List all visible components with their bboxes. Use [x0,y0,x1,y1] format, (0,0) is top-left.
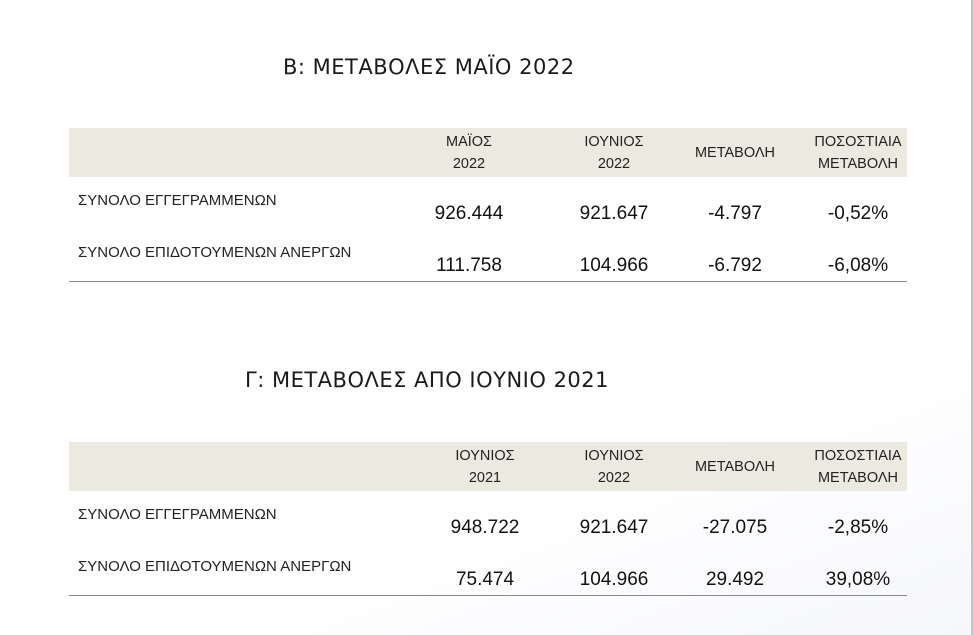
row-label: ΣΥΝΟΛΟ ΕΓΓΕΓΡΑΜΜΕΝΩΝ [78,506,277,523]
row-label: ΣΥΝΟΛΟ ΕΠΙΔΟΤΟΥΜΕΝΩΝ ΑΝΕΡΓΩΝ [78,558,352,575]
page-edge [971,0,973,635]
header-col4: ΠΟΣΟΣΤΙΑΙΑ ΜΕΤΑΒΟΛΗ [799,128,917,177]
row-label: ΣΥΝΟΛΟ ΕΠΙΔΟΤΟΥΜΕΝΩΝ ΑΝΕΡΓΩΝ [78,244,352,261]
table-b: ΜΑΪΟΣ 2022 ΙΟΥΝΙΟΣ 2022 ΜΕΤΑΒΟΛΗ ΠΟΣΟΣΤΙΑΙ… [69,128,907,282]
cell-pct: 39,08% [825,569,891,590]
section-title-c: Γ: ΜΕΤΑΒΟΛΕΣ ΑΠΟ ΙΟΥΝΙΟ 2021 [245,368,610,392]
header-col2-line2: 2022 [597,469,631,486]
header-col4: ΠΟΣΟΣΤΙΑΙΑ ΜΕΤΑΒΟΛΗ [799,442,917,491]
cell-change: -4.797 [708,203,762,224]
cell-change: 29.492 [705,569,765,590]
header-col4-line2: ΜΕΤΑΒΟΛΗ [817,469,899,486]
table-row: ΣΥΝΟΛΟ ΕΓΓΕΓΡΑΜΜΕΝΩΝ 948.722 921.647 -27… [69,491,907,543]
header-col4-line1: ΠΟΣΟΣΤΙΑΙΑ [814,447,902,464]
header-col1: ΙΟΥΝΙΟΣ 2021 [415,442,555,491]
table-bottom-rule [69,595,907,596]
table-row: ΣΥΝΟΛΟ ΕΠΙΔΟΤΟΥΜΕΝΩΝ ΑΝΕΡΓΩΝ 75.474 104.… [69,543,907,595]
table-c: ΙΟΥΝΙΟΣ 2021 ΙΟΥΝΙΟΣ 2022 ΜΕΤΑΒΟΛΗ ΠΟΣΟΣΤΙ… [69,442,907,596]
row-label: ΣΥΝΟΛΟ ΕΓΓΕΓΡΑΜΜΕΝΩΝ [78,192,277,209]
header-col2-line1: ΙΟΥΝΙΟΣ [584,447,644,464]
header-col4-line2: ΜΕΤΑΒΟΛΗ [817,155,899,172]
cell-change: -6.792 [708,255,762,276]
section-title-b: Β: ΜΕΤΑΒΟΛΕΣ ΜΑΪΟ 2022 [283,55,575,79]
header-col2-line1: ΙΟΥΝΙΟΣ [584,133,644,150]
cell-pct: -0,52% [827,203,889,224]
header-col3: ΜΕΤΑΒΟΛΗ [665,442,805,491]
cell-change: -27.075 [702,517,768,538]
table-header: ΜΑΪΟΣ 2022 ΙΟΥΝΙΟΣ 2022 ΜΕΤΑΒΟΛΗ ΠΟΣΟΣΤΙΑΙ… [69,128,907,177]
header-col2: ΙΟΥΝΙΟΣ 2022 [544,442,684,491]
cell-value2: 104.966 [579,255,649,276]
cell-value1: 75.474 [455,569,515,590]
header-col2: ΙΟΥΝΙΟΣ 2022 [544,128,684,177]
header-col1-line1: ΙΟΥΝΙΟΣ [455,447,515,464]
header-col1-line1: ΜΑΪΟΣ [445,133,493,150]
header-col3: ΜΕΤΑΒΟΛΗ [665,128,805,177]
header-col1-line2: 2022 [452,155,486,172]
header-col3-line1: ΜΕΤΑΒΟΛΗ [694,458,776,475]
cell-value1: 926.444 [434,203,504,224]
cell-pct: -6,08% [827,255,889,276]
table-bottom-rule [69,281,907,282]
header-col1: ΜΑΪΟΣ 2022 [399,128,539,177]
cell-value2: 921.647 [579,203,649,224]
cell-value2: 104.966 [579,569,649,590]
header-col2-line2: 2022 [597,155,631,172]
cell-value2: 921.647 [579,517,649,538]
cell-value1: 111.758 [436,255,502,276]
header-col1-line2: 2021 [468,469,502,486]
table-row: ΣΥΝΟΛΟ ΕΠΙΔΟΤΟΥΜΕΝΩΝ ΑΝΕΡΓΩΝ 111.758 104… [69,229,907,281]
table-header: ΙΟΥΝΙΟΣ 2021 ΙΟΥΝΙΟΣ 2022 ΜΕΤΑΒΟΛΗ ΠΟΣΟΣΤΙ… [69,442,907,491]
header-col4-line1: ΠΟΣΟΣΤΙΑΙΑ [814,133,902,150]
header-col3-line1: ΜΕΤΑΒΟΛΗ [694,144,776,161]
table-row: ΣΥΝΟΛΟ ΕΓΓΕΓΡΑΜΜΕΝΩΝ 926.444 921.647 -4.… [69,177,907,229]
cell-value1: 948.722 [450,517,520,538]
cell-pct: -2,85% [827,517,889,538]
